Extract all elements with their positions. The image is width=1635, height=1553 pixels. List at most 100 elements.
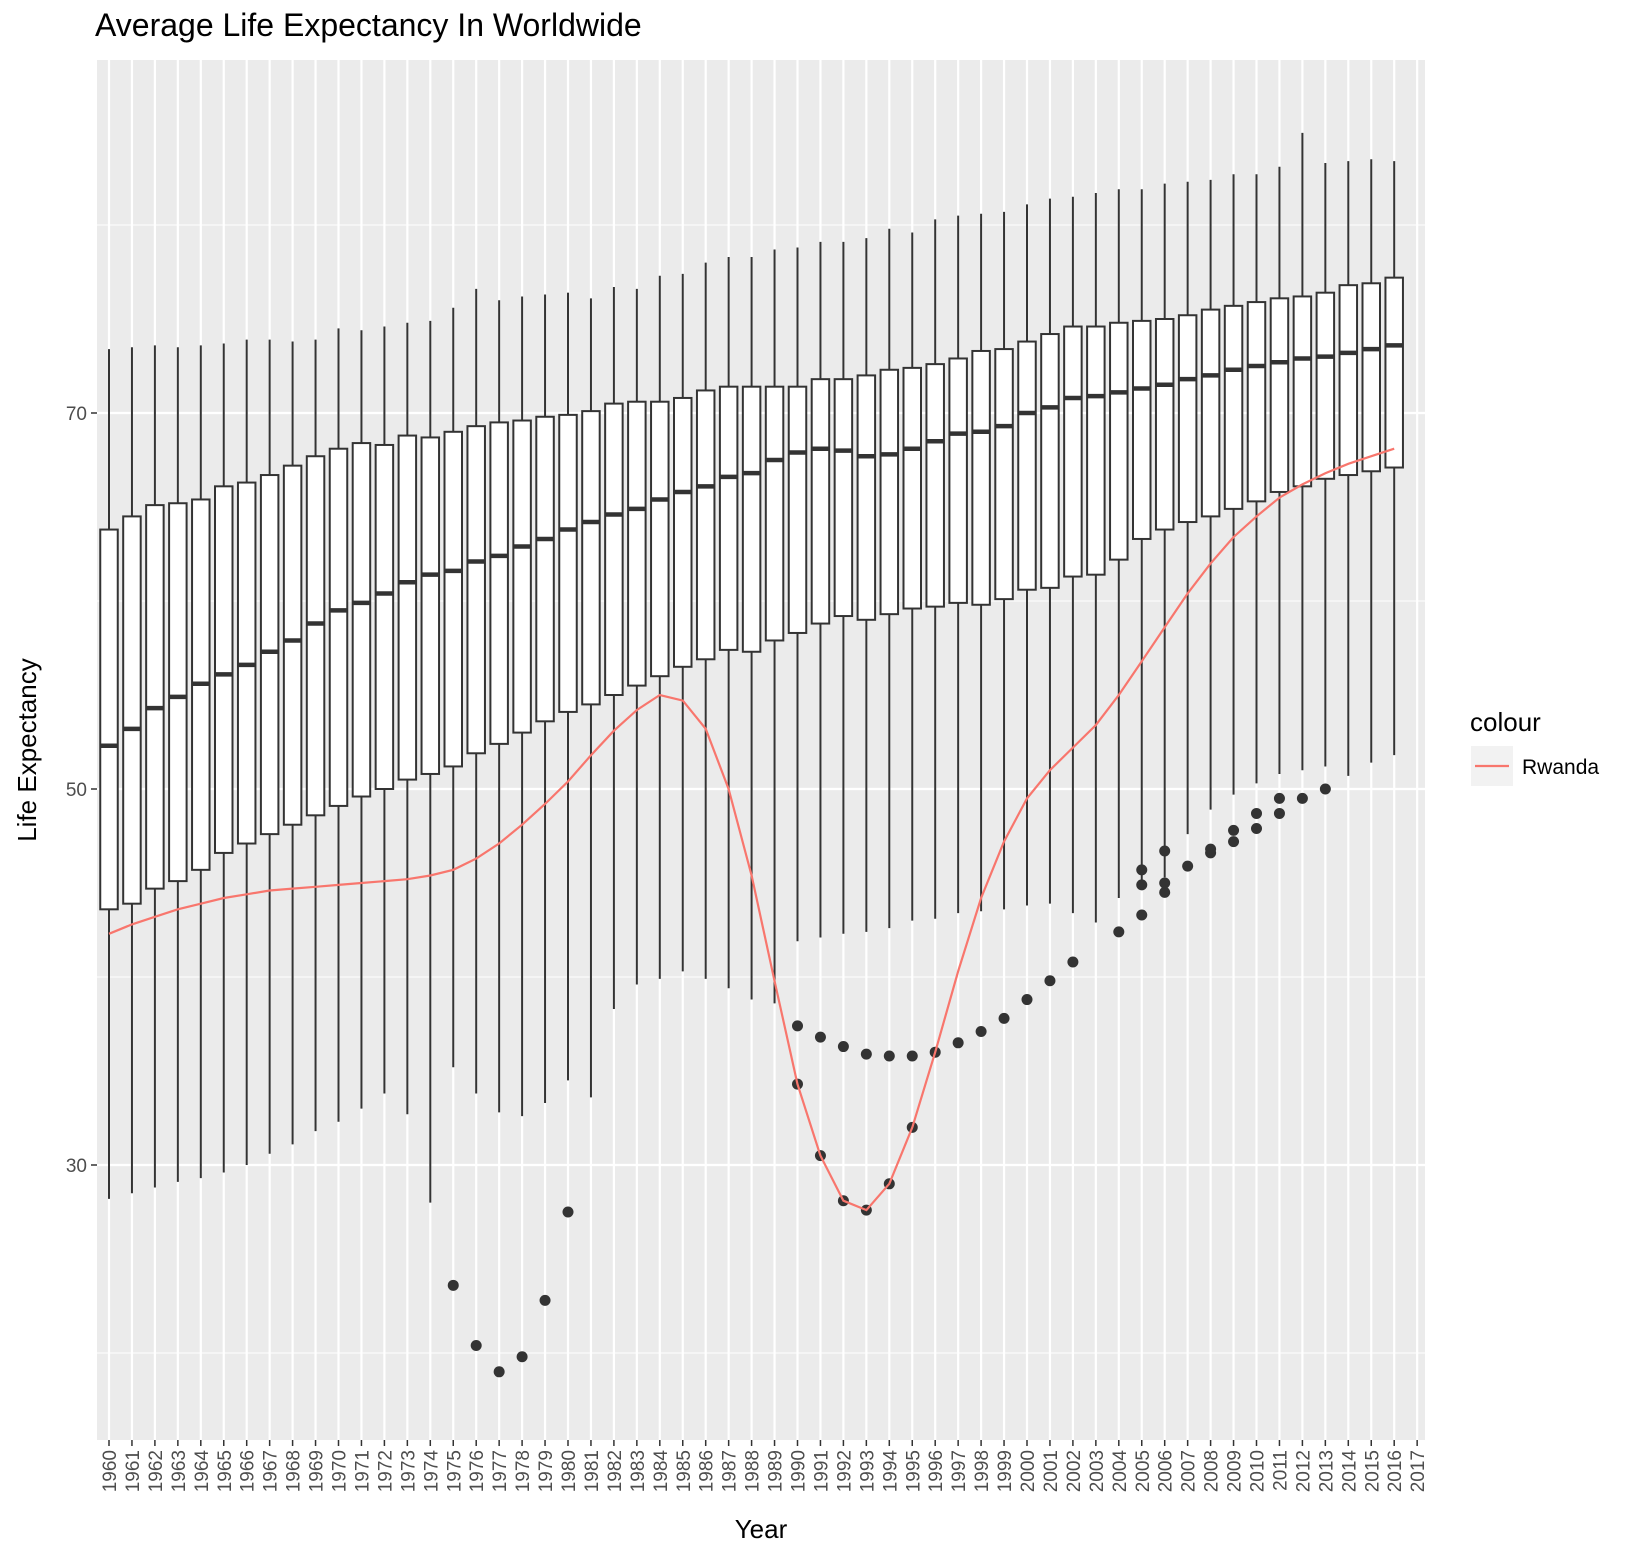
- outlier-point: [1159, 845, 1171, 857]
- legend: colour Rwanda: [1470, 707, 1599, 786]
- box: [718, 385, 739, 651]
- box: [420, 436, 441, 775]
- x-tick-label: 1968: [284, 1450, 305, 1492]
- x-tick-label: 1973: [398, 1450, 419, 1492]
- x-tick-label: 2006: [1156, 1450, 1177, 1492]
- box: [925, 363, 945, 608]
- box: [351, 442, 372, 798]
- x-tick-label: 2012: [1293, 1450, 1314, 1492]
- box: [282, 464, 303, 826]
- x-tick-label: 1967: [261, 1450, 282, 1492]
- x-tick-label: 1982: [605, 1450, 626, 1492]
- outlier-point: [516, 1351, 528, 1363]
- x-tick-label: 1991: [811, 1450, 832, 1492]
- box: [879, 368, 900, 616]
- x-tick-label: 2007: [1179, 1450, 1200, 1492]
- x-tick-label: 1964: [192, 1450, 213, 1493]
- box: [1063, 325, 1083, 578]
- y-tick-label: 70: [66, 404, 87, 425]
- box: [1200, 308, 1221, 518]
- outlier-point: [837, 1041, 849, 1053]
- box: [397, 434, 418, 781]
- x-tick-label: 2010: [1248, 1450, 1269, 1492]
- box: [787, 385, 808, 634]
- x-tick-label: 1965: [215, 1450, 236, 1492]
- outlier-point: [1319, 783, 1331, 795]
- x-tick-label: 1978: [513, 1450, 534, 1492]
- box: [1338, 284, 1359, 477]
- outlier-point: [1205, 843, 1217, 855]
- box: [328, 447, 349, 807]
- outlier-point: [1067, 956, 1079, 968]
- box: [902, 366, 922, 610]
- x-tick-label: 1984: [651, 1450, 672, 1493]
- x-tick-label: 1987: [720, 1450, 741, 1492]
- box: [627, 400, 647, 687]
- outlier-point: [562, 1206, 574, 1218]
- x-tick-label: 1986: [697, 1450, 718, 1492]
- box: [512, 419, 532, 734]
- outlier-point: [1159, 877, 1171, 889]
- outlier-point: [883, 1050, 895, 1062]
- box: [971, 349, 991, 606]
- legend-entries: Rwanda: [1471, 746, 1599, 786]
- legend-label: Rwanda: [1522, 756, 1599, 779]
- outlier-point: [1136, 909, 1148, 921]
- x-tick-label: 1975: [444, 1450, 465, 1492]
- x-tick-label: 1996: [926, 1450, 947, 1492]
- x-tick-label: 1980: [559, 1450, 580, 1492]
- box: [466, 425, 486, 755]
- box: [673, 396, 693, 668]
- x-tick-label: 1989: [766, 1450, 787, 1492]
- box: [1177, 314, 1198, 524]
- box: [1132, 319, 1152, 540]
- box-whiskers: [108, 132, 1396, 1203]
- x-tick-label: 2000: [1018, 1450, 1039, 1492]
- box: [1109, 321, 1129, 561]
- box: [581, 410, 601, 706]
- box: [443, 430, 463, 768]
- x-tick-label: 1963: [169, 1450, 190, 1492]
- x-tick-label: 1972: [375, 1450, 396, 1492]
- box: [741, 385, 762, 653]
- outlier-point: [1113, 926, 1125, 938]
- outlier-point: [1273, 807, 1285, 819]
- box: [833, 378, 854, 618]
- x-tick-label: 2004: [1110, 1450, 1131, 1493]
- series-line-rwanda: [108, 447, 1395, 1212]
- box: [650, 400, 670, 678]
- x-tick-label: 1961: [123, 1450, 144, 1492]
- x-axis-title: Year: [735, 1514, 788, 1544]
- box: [1292, 295, 1313, 488]
- box: [99, 528, 119, 911]
- x-tick-label: 1995: [903, 1450, 924, 1492]
- box: [1361, 282, 1381, 473]
- outlier-point: [447, 1279, 459, 1291]
- box: [994, 348, 1014, 601]
- x-tick-label: 2003: [1087, 1450, 1108, 1492]
- outlier-point: [998, 1012, 1010, 1024]
- box: [604, 402, 624, 696]
- x-tick-label: 2001: [1041, 1450, 1062, 1492]
- x-axis: 1960 1961 1962 1963 1964 1965 1966 1967 1968 1969…: [100, 1440, 1429, 1492]
- x-tick-label: 1998: [972, 1450, 993, 1492]
- y-tick-label: 30: [66, 1156, 87, 1177]
- y-axis: 30 50 70: [66, 404, 97, 1177]
- box: [1315, 291, 1336, 480]
- x-tick-label: 1985: [674, 1450, 695, 1492]
- box: [1269, 297, 1290, 493]
- outlier-point: [1136, 879, 1148, 891]
- x-tick-label: 2008: [1202, 1450, 1223, 1492]
- box: [1154, 318, 1175, 531]
- x-tick-label: 1988: [743, 1450, 764, 1492]
- x-tick-label: 2017: [1408, 1450, 1429, 1492]
- x-tick-label: 1966: [238, 1450, 259, 1492]
- box: [259, 474, 280, 836]
- x-tick-label: 2002: [1064, 1450, 1085, 1492]
- x-tick-label: 1999: [995, 1450, 1016, 1492]
- box: [810, 378, 831, 625]
- box: [558, 413, 578, 713]
- y-axis-title: Life Expectancy: [12, 658, 42, 842]
- chart-title: Average Life Expectancy In Worldwide: [95, 7, 642, 43]
- x-tick-label: 1960: [100, 1450, 121, 1492]
